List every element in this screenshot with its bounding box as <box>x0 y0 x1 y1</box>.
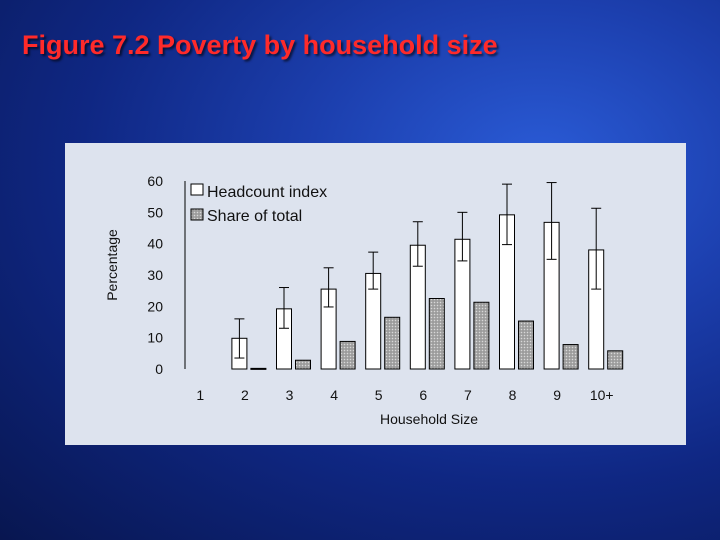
legend-label-share: Share of total <box>207 208 302 225</box>
share-bar <box>562 344 579 370</box>
bar-chart: Percentage Household Size 0 10 20 30 40 50 60 1… <box>104 173 624 427</box>
legend-swatch-headcount <box>190 183 204 196</box>
x-tick-label: 10+ <box>590 387 614 403</box>
y-tick-label: 50 <box>147 204 163 220</box>
x-tick-label: 9 <box>553 387 561 403</box>
legend-swatch-share <box>190 208 204 221</box>
y-tick-label: 60 <box>147 173 163 189</box>
x-tick-label: 2 <box>241 387 249 403</box>
x-tick-label: 3 <box>286 387 294 403</box>
y-axis-title: Percentage <box>104 229 120 301</box>
x-tick-label: 7 <box>464 387 472 403</box>
share-bar <box>339 340 356 370</box>
share-bar <box>384 316 401 370</box>
y-tick-label: 0 <box>155 361 163 377</box>
share-bar <box>518 320 534 370</box>
share-bar <box>607 350 624 370</box>
share-bar <box>473 301 490 370</box>
x-tick-label: 6 <box>419 387 427 403</box>
x-tick-label: 8 <box>509 387 517 403</box>
y-tick-label: 40 <box>147 236 163 252</box>
y-tick-label: 10 <box>147 330 163 346</box>
share-bar <box>250 367 267 370</box>
slide-title: Figure 7.2 Poverty by household size <box>22 30 498 60</box>
chart-panel: Percentage Household Size 0 10 20 30 40 50 60 1… <box>65 143 686 445</box>
legend-label-headcount: Headcount index <box>207 184 327 201</box>
x-tick-label: 5 <box>375 387 383 403</box>
share-bar <box>428 298 445 370</box>
y-tick-label: 30 <box>147 267 163 283</box>
x-tick-label: 4 <box>330 387 338 403</box>
y-tick-label: 20 <box>147 298 163 314</box>
x-axis-title: Household Size <box>380 411 478 427</box>
x-tick-label: 1 <box>196 387 204 403</box>
share-bar <box>295 359 311 370</box>
